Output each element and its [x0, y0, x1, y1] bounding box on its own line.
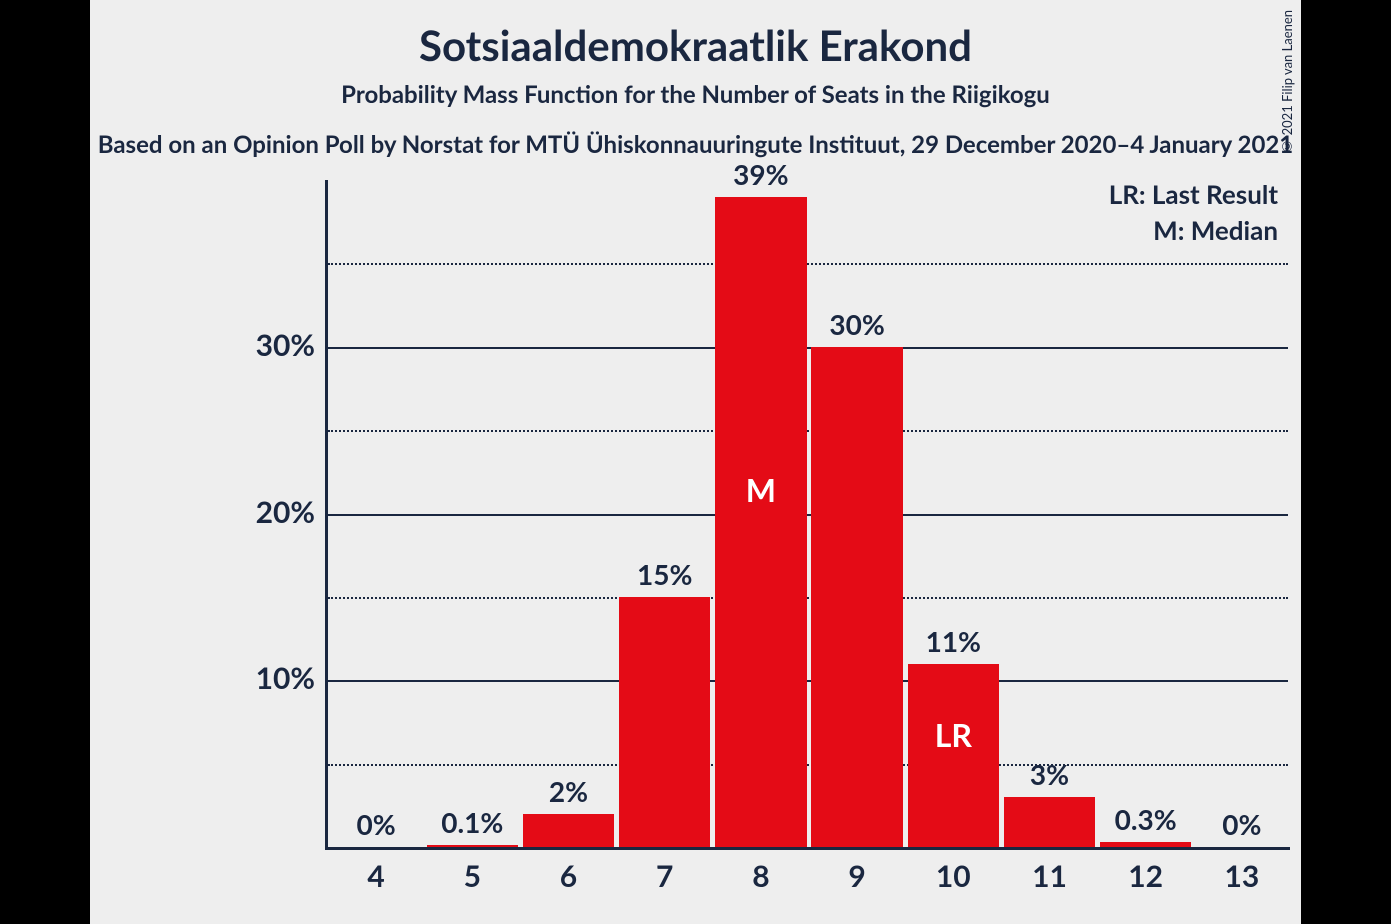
- bar: [1100, 842, 1191, 847]
- x-tick-label: 11: [1020, 858, 1080, 894]
- plot-area: LR: Last Result M: Median 10%20%30%40%50…: [325, 180, 1290, 850]
- bar-value-label: 0%: [1222, 807, 1261, 841]
- bar-value-label: 30%: [829, 307, 884, 341]
- bar: [619, 597, 710, 847]
- y-tick-label: 10%: [256, 660, 315, 696]
- bar-value-label: 3%: [1030, 757, 1069, 791]
- x-tick-label: 5: [442, 858, 502, 894]
- gridline-major: [328, 347, 1288, 349]
- bar: [1004, 797, 1095, 847]
- gridline-minor: [328, 430, 1288, 432]
- chart-title: Sotsiaaldemokraatlik Erakond: [90, 20, 1301, 70]
- bar-value-label: 0.1%: [441, 805, 503, 839]
- copyright-label: © 2021 Filip van Laenen: [1279, 10, 1295, 155]
- bar: [427, 845, 518, 847]
- x-tick-label: 8: [731, 858, 791, 894]
- chart-subtitle: Probability Mass Function for the Number…: [90, 80, 1301, 109]
- bar-value-label: 11%: [926, 624, 981, 658]
- median-marker: M: [746, 470, 776, 509]
- chart-panel: Sotsiaaldemokraatlik Erakond Probability…: [90, 0, 1301, 924]
- x-axis-line: [325, 847, 1290, 850]
- bar-value-label: 39%: [733, 157, 788, 191]
- x-tick-label: 13: [1212, 858, 1272, 894]
- bar: [811, 347, 902, 847]
- x-tick-label: 4: [346, 858, 406, 894]
- gridline-major: [328, 514, 1288, 516]
- bar: [523, 814, 614, 847]
- bar: [715, 197, 806, 847]
- gridline-minor: [328, 764, 1288, 766]
- gridline-major: [328, 680, 1288, 682]
- bar-value-label: 2%: [549, 774, 588, 808]
- x-tick-label: 10: [923, 858, 983, 894]
- last-result-marker: LR: [935, 715, 972, 754]
- x-tick-label: 7: [635, 858, 695, 894]
- bar-value-label: 0.3%: [1115, 802, 1177, 836]
- x-tick-label: 12: [1116, 858, 1176, 894]
- bar-value-label: 0%: [357, 807, 396, 841]
- gridline-minor: [328, 263, 1288, 265]
- bar: [908, 664, 999, 847]
- y-tick-label: 30%: [256, 327, 315, 363]
- x-tick-label: 6: [539, 858, 599, 894]
- legend-lr: LR: Last Result: [1109, 178, 1278, 210]
- bar-value-label: 15%: [637, 557, 692, 591]
- legend-m: M: Median: [1153, 214, 1278, 246]
- y-tick-label: 20%: [256, 494, 315, 530]
- gridline-minor: [328, 597, 1288, 599]
- x-tick-label: 9: [827, 858, 887, 894]
- chart-source: Based on an Opinion Poll by Norstat for …: [0, 130, 1391, 159]
